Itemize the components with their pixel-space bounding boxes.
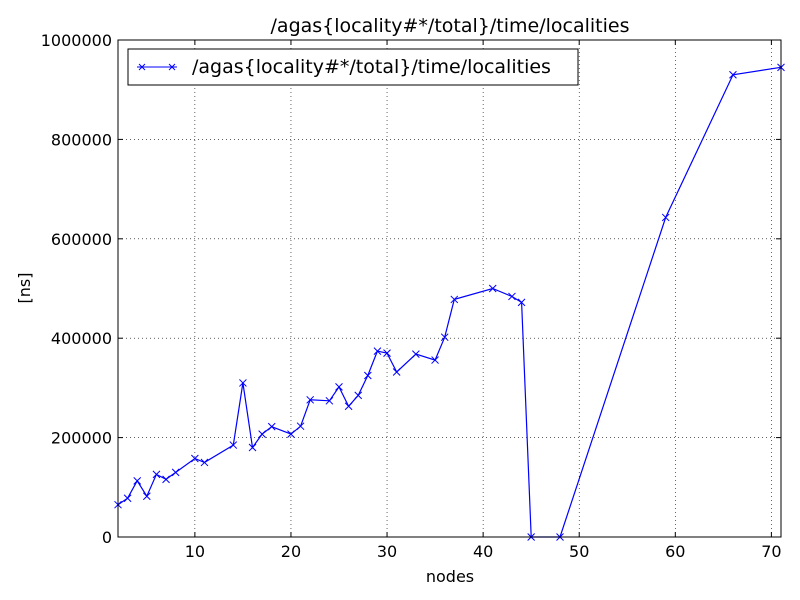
data-point-marker: [267, 422, 276, 431]
y-tick-label: 0: [102, 528, 112, 547]
data-point-marker: [431, 356, 439, 364]
data-point-marker: [306, 395, 315, 404]
data-point-marker: [229, 441, 238, 449]
y-tick-label: 200000: [51, 429, 112, 448]
y-tick-label: 400000: [51, 329, 112, 348]
data-point-marker: [383, 349, 391, 357]
x-tick-label: 10: [185, 542, 205, 561]
plot-frame: [117, 39, 782, 538]
data-point-marker: [142, 492, 151, 501]
data-point-marker: [354, 391, 363, 400]
data-point-marker: [488, 284, 497, 293]
y-axis-label: [ns]: [15, 273, 34, 304]
data-point-marker: [133, 476, 142, 485]
data-point-marker: [325, 396, 334, 405]
data-point-marker: [450, 295, 459, 304]
y-tick-label: 800000: [51, 130, 112, 149]
y-tick-label: 1000000: [41, 31, 112, 50]
y-tick-label: 600000: [51, 230, 112, 249]
data-point-marker: [248, 443, 257, 452]
data-point-marker: [296, 422, 305, 431]
data-point-marker: [162, 475, 170, 484]
data-point-marker: [344, 402, 353, 411]
data-point-marker: [729, 70, 737, 79]
data-point-marker: [200, 458, 209, 467]
data-point-marker: [517, 298, 526, 307]
x-tick-label: 40: [473, 542, 493, 561]
legend-marker: [138, 63, 176, 71]
legend-label: /agas{locality#*/total}/time/localities: [192, 56, 551, 78]
data-point-marker: [123, 494, 132, 503]
legend-box: [127, 48, 579, 86]
data-point-marker: [152, 470, 161, 479]
data-point-marker: [440, 333, 449, 342]
chart-title: /agas{locality#*/total}/time/localities: [271, 15, 630, 37]
series-layer: [114, 63, 785, 541]
x-tick-label: 50: [569, 542, 589, 561]
axis-ticks: 10 20 30 40 50 60 70 0 200000 400000 600000 800000 1…: [41, 31, 782, 561]
data-point-marker: [373, 347, 382, 355]
data-point-marker: [661, 213, 670, 222]
x-tick-label: 20: [281, 542, 301, 561]
data-point-marker: [239, 379, 247, 387]
data-point-marker: [287, 430, 295, 438]
data-point-marker: [363, 371, 372, 380]
data-point-marker: [508, 292, 516, 301]
x-tick-label: 70: [761, 542, 781, 561]
data-point-marker: [335, 383, 343, 391]
data-point-marker: [392, 368, 401, 376]
data-point-marker: [171, 468, 180, 477]
x-axis-label: nodes: [426, 567, 474, 586]
data-point-marker: [412, 350, 420, 358]
x-tick-label: 60: [665, 542, 685, 561]
data-point-marker: [258, 430, 266, 438]
x-tick-label: 30: [377, 542, 397, 561]
legend: /agas{locality#*/total}/time/localities: [127, 48, 579, 86]
data-point-marker: [191, 454, 199, 463]
